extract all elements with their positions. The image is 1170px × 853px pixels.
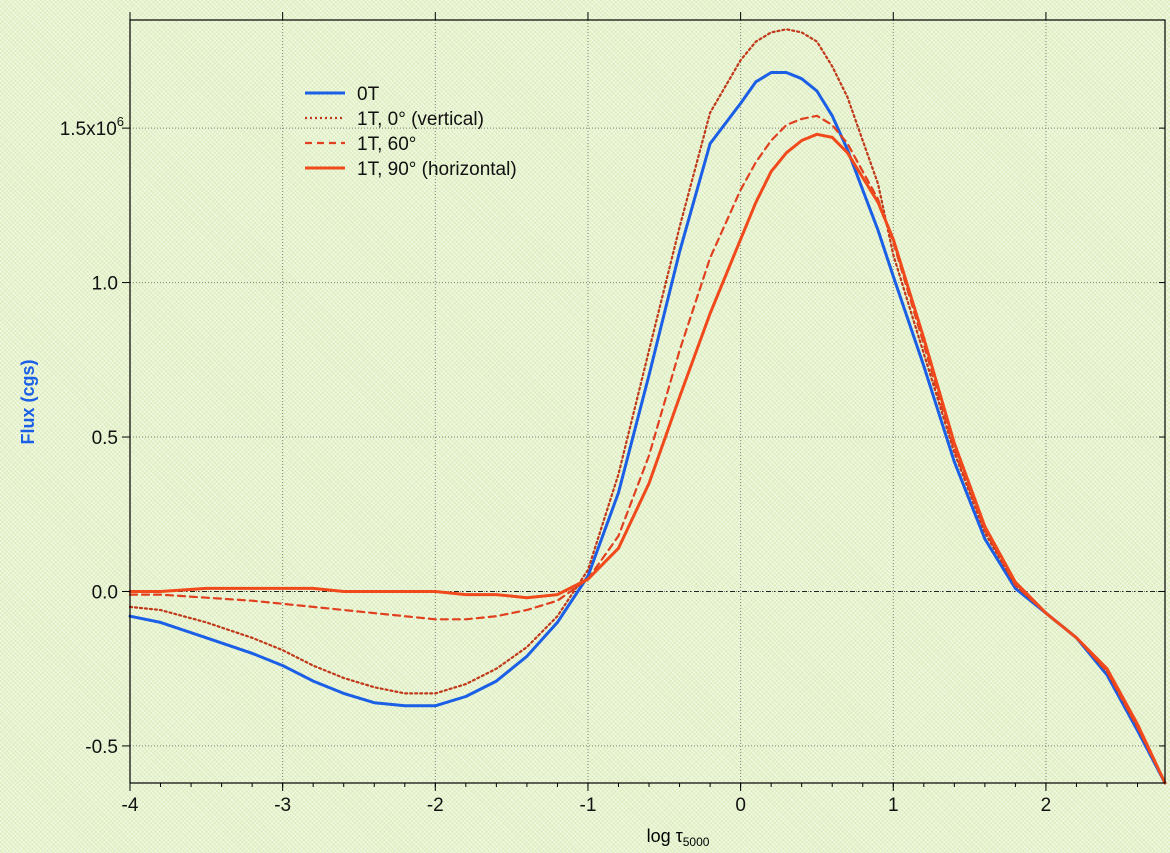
y-multiplier: x10 <box>86 119 117 140</box>
y-tick-label: 1.0 <box>92 274 118 295</box>
x-tick-label: 0 <box>735 795 746 816</box>
y-multiplier-exponent: 6 <box>117 114 124 129</box>
legend-label-1: 1T, 0° (vertical) <box>357 109 484 130</box>
y-tick-label: 0.0 <box>92 582 118 603</box>
legend: 0T 1T, 0° (vertical) 1T, 60° 1T, 90° (horiz… <box>305 84 517 180</box>
y-axis-label: Flux (cgs) <box>18 359 38 444</box>
x-tick-label: -1 <box>580 795 597 816</box>
y-tick-label: -0.5 <box>85 737 118 758</box>
series-line-0 <box>128 71 1167 785</box>
y-tick-label: 0.5 <box>92 428 118 449</box>
axis-ticks: -4 -3 -2 -1 0 1 2 -0.5 0.0 0.5 1.0 1.5x106 <box>60 12 1165 816</box>
y-tick-label: 1.5x106 <box>60 114 124 140</box>
series-line-2 <box>128 114 1167 785</box>
legend-label-0: 0T <box>357 84 380 105</box>
x-axis-label: log τ5000 <box>647 826 710 849</box>
x-tick-label: -4 <box>122 795 139 816</box>
plot-frame <box>129 19 1166 784</box>
x-tick-label: 1 <box>888 795 899 816</box>
x-tick-label: 2 <box>1041 795 1052 816</box>
series-line-1 <box>128 28 1167 785</box>
x-tick-label: -2 <box>427 795 444 816</box>
series-line-3 <box>128 132 1167 785</box>
series-layer <box>128 28 1167 785</box>
x-axis-label-main: log τ <box>647 826 683 846</box>
x-tick-label: -3 <box>274 795 291 816</box>
legend-label-2: 1T, 60° <box>357 134 416 155</box>
legend-label-3: 1T, 90° (horizontal) <box>357 159 517 180</box>
x-axis-label-subscript: 5000 <box>683 835 710 849</box>
